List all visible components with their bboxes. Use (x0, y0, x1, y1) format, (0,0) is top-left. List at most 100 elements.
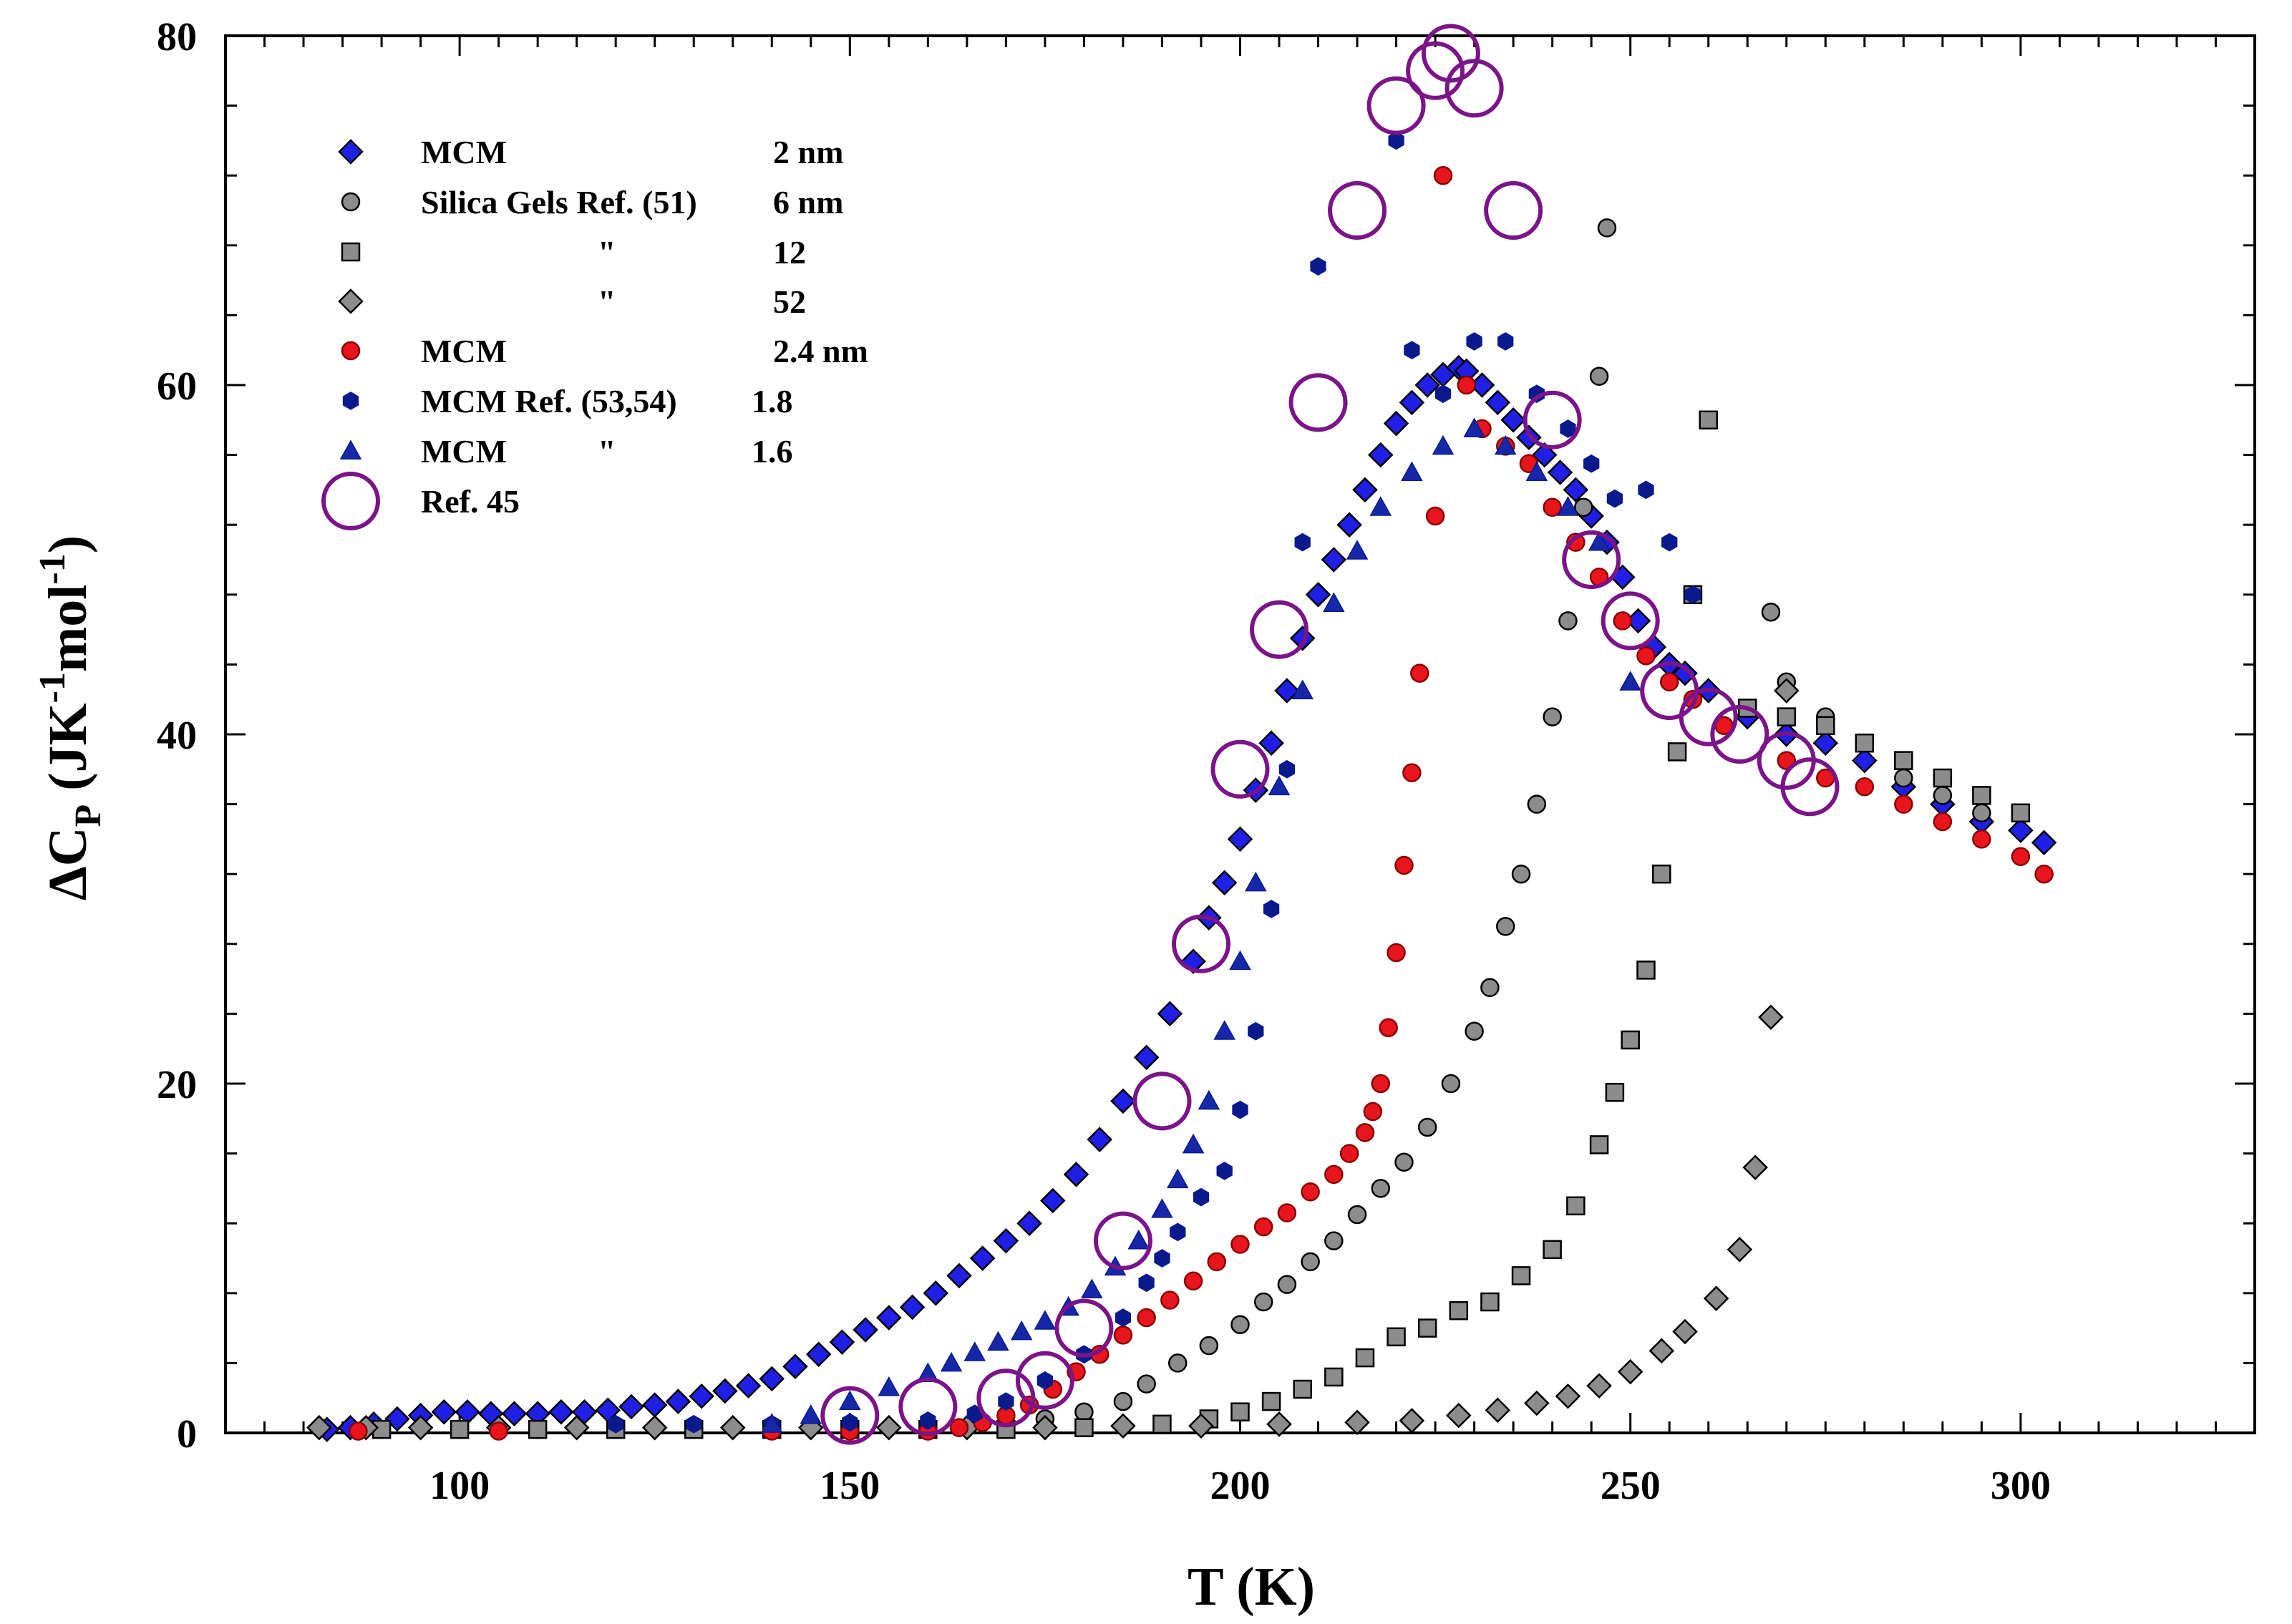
y-axis-title-sup1: -1 (32, 672, 73, 703)
data-point (1321, 547, 1347, 573)
data-point (1727, 1237, 1753, 1263)
data-point (1972, 803, 1991, 823)
data-point (1387, 943, 1406, 963)
data-point (1684, 585, 1701, 604)
data-point (1566, 1196, 1586, 1216)
data-point (1366, 76, 1426, 135)
data-point (1497, 332, 1514, 351)
data-point (1588, 531, 1611, 551)
data-point (1425, 506, 1445, 526)
data-point (1034, 1310, 1057, 1330)
data-point (1040, 1187, 1066, 1214)
data-point (1972, 830, 1991, 849)
x-tick-label: 300 (1991, 1464, 2051, 1508)
data-point (1560, 419, 1576, 438)
data-point (1933, 768, 1953, 788)
data-point (1543, 497, 1562, 517)
data-point (1301, 1252, 1320, 1272)
data-point (993, 1227, 1019, 1254)
data-point (1363, 1102, 1383, 1122)
data-point (1170, 1222, 1186, 1242)
data-point (1074, 1402, 1094, 1421)
legend-item-1: Silica Gels Ref. (51) 6 nm (341, 184, 843, 220)
data-point (1188, 1413, 1214, 1439)
data-point (1211, 870, 1238, 896)
legend-size-label: 2 nm (773, 134, 843, 170)
data-point (1511, 1266, 1531, 1285)
data-point (1248, 1021, 1264, 1041)
data-point (1198, 1089, 1220, 1110)
data-point (1574, 497, 1593, 517)
data-point (1346, 540, 1369, 560)
data-point (1894, 794, 1913, 814)
legend-size-label: 1.8 (752, 383, 793, 419)
data-point (1406, 41, 1465, 100)
data-point (1894, 751, 1913, 770)
data-point (1667, 742, 1687, 762)
data-point (1636, 646, 1656, 666)
data-point (1278, 759, 1296, 779)
legend-item-5: MCM Ref. (53,54) 1.8 (342, 383, 793, 419)
data-point (1232, 1100, 1248, 1119)
data-point (1434, 384, 1452, 404)
data-point (1182, 1133, 1205, 1154)
data-point (1258, 730, 1284, 756)
legend-item-6: MCM " 1.6 (339, 433, 793, 470)
data-point (1074, 1418, 1094, 1437)
legend-size-label: 2.4 nm (773, 333, 868, 369)
data-point (759, 1366, 785, 1392)
data-point (2011, 803, 2031, 823)
data-point (1291, 679, 1314, 699)
data-point (839, 1390, 861, 1411)
data-point (1547, 460, 1573, 485)
data-point (1495, 917, 1515, 936)
data-point (431, 1399, 457, 1425)
data-point (1230, 1235, 1250, 1254)
data-point (1605, 1082, 1625, 1102)
data-point (1449, 1300, 1469, 1321)
legend-marker (341, 242, 361, 262)
data-point (1484, 181, 1543, 240)
x-tick-label: 150 (820, 1464, 880, 1508)
data-point (1207, 1252, 1227, 1272)
legend-label: MCM (421, 333, 507, 369)
x-tick-label: 250 (1601, 1464, 1661, 1508)
data-point (1652, 864, 1671, 884)
data-point (1566, 533, 1586, 552)
data-point (1127, 1230, 1150, 1250)
data-point (1324, 1164, 1344, 1185)
data-point (1193, 1187, 1210, 1207)
data-point (1371, 1074, 1391, 1094)
data-point (618, 1394, 644, 1420)
data-point (641, 1392, 668, 1418)
data-point (1703, 1285, 1729, 1311)
data-point (1777, 707, 1797, 726)
data-point (876, 1414, 902, 1441)
data-point (608, 1414, 624, 1434)
data-point (1761, 602, 1781, 622)
data-point (1093, 1211, 1152, 1270)
data-point (1812, 730, 1839, 756)
y-tick-label: 20 (157, 1063, 197, 1107)
data-point (876, 1305, 902, 1331)
data-point (1328, 181, 1387, 240)
data-point (1742, 1154, 1768, 1180)
data-point (1268, 775, 1291, 796)
data-point (1368, 442, 1394, 468)
data-point (1480, 1292, 1500, 1312)
legend-marker (338, 288, 364, 314)
data-point (1433, 165, 1453, 185)
legend-marker (339, 439, 362, 460)
data-point (1852, 747, 1878, 774)
data-point (1619, 671, 1641, 691)
data-point (1369, 496, 1392, 516)
data-point (1277, 1275, 1297, 1294)
data-point (1679, 687, 1738, 747)
data-point (1081, 1278, 1103, 1298)
data-point (689, 1383, 714, 1409)
x-tick-label: 200 (1210, 1464, 1271, 1508)
data-point (528, 1419, 548, 1439)
data-point (1336, 512, 1362, 538)
y-tick-label: 60 (157, 364, 197, 409)
data-point (1485, 1397, 1511, 1424)
